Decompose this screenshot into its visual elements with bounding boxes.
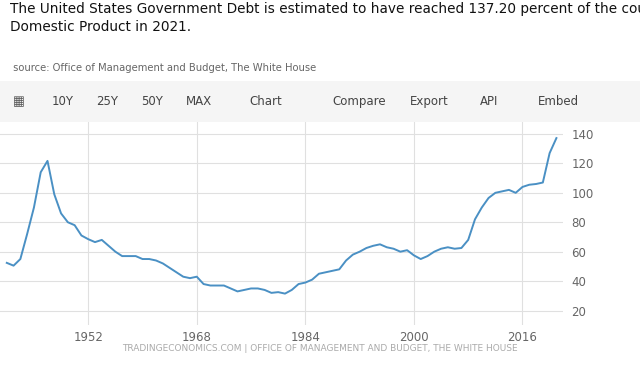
Text: TRADINGECONOMICS.COM | OFFICE OF MANAGEMENT AND BUDGET, THE WHITE HOUSE: TRADINGECONOMICS.COM | OFFICE OF MANAGEM… (122, 344, 518, 353)
Text: 50Y: 50Y (141, 95, 163, 108)
Text: 10Y: 10Y (51, 95, 73, 108)
Text: Compare: Compare (333, 95, 387, 108)
Text: source: Office of Management and Budget, The White House: source: Office of Management and Budget,… (10, 63, 316, 73)
Text: 25Y: 25Y (96, 95, 118, 108)
Text: API: API (480, 95, 499, 108)
Text: Export: Export (410, 95, 449, 108)
Text: Chart: Chart (250, 95, 282, 108)
Text: Embed: Embed (538, 95, 579, 108)
Text: ▦: ▦ (13, 95, 24, 108)
Text: The United States Government Debt is estimated to have reached 137.20 percent of: The United States Government Debt is est… (10, 2, 640, 34)
Text: MAX: MAX (186, 95, 212, 108)
